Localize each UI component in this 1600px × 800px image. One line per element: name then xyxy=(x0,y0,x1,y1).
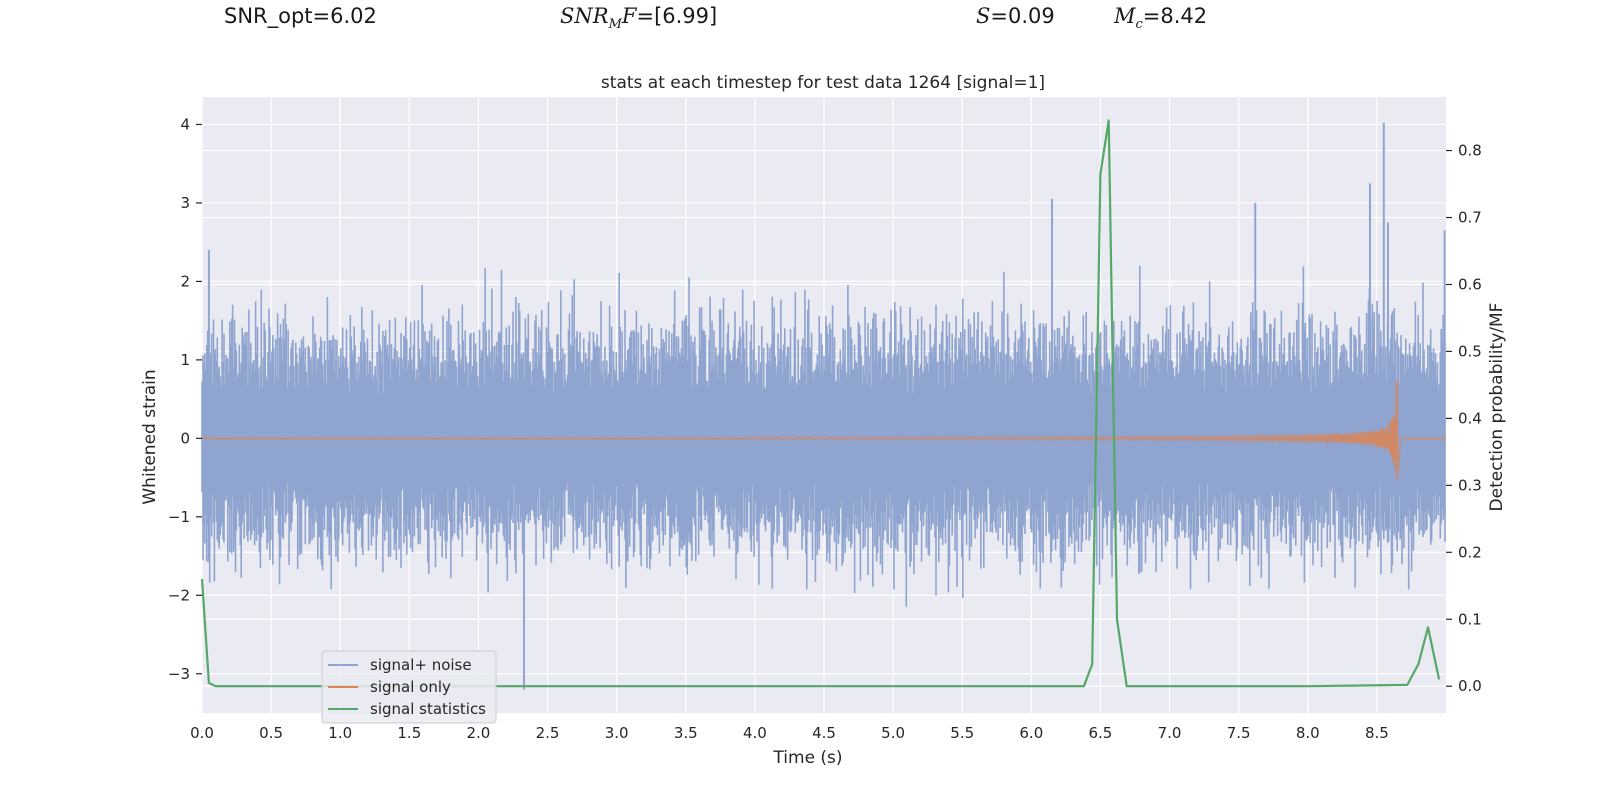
y2-tick-label: 0.5 xyxy=(1458,342,1482,360)
series-signal-only xyxy=(202,380,1446,480)
x-tick-label: 6.5 xyxy=(1089,724,1113,742)
y2-tick-label: 0.6 xyxy=(1458,275,1482,293)
s-symbol: S xyxy=(976,4,991,28)
y-axis-label: Whitened strain xyxy=(140,369,160,504)
snr-mf-symbol2: F xyxy=(621,4,637,28)
y2-axis-label: Detection probability/MF xyxy=(1487,303,1507,512)
legend-label: signal statistics xyxy=(370,700,486,718)
y2-tick-label: 0.4 xyxy=(1458,409,1482,427)
y-tick-label: 3 xyxy=(180,194,190,212)
y-tick-label: −2 xyxy=(168,586,190,604)
series-signal-noise xyxy=(201,122,1446,690)
y-tick-label: 0 xyxy=(180,429,190,447)
x-axis-label: Time (s) xyxy=(772,748,842,768)
snr-mf-value: =[6.99] xyxy=(636,4,718,28)
y2-tick-label: 0.0 xyxy=(1458,677,1482,695)
snr-mf-symbol: SNR xyxy=(560,4,609,28)
x-tick-label: 3.0 xyxy=(605,724,629,742)
y2-tick-label: 0.1 xyxy=(1458,610,1482,628)
y-tick-label: −3 xyxy=(168,665,190,683)
x-tick-label: 5.0 xyxy=(881,724,905,742)
snr-mf-subscript: M xyxy=(608,17,622,33)
x-tick-label: 0.0 xyxy=(190,724,214,742)
y-tick-label: −1 xyxy=(168,508,190,526)
snr-mf-label: SNRMF=[6.99] xyxy=(560,4,717,32)
legend-label: signal+ noise xyxy=(370,656,472,674)
y-tick-label: 2 xyxy=(180,272,190,290)
y2-tick-label: 0.3 xyxy=(1458,476,1482,494)
x-tick-label: 7.5 xyxy=(1227,724,1251,742)
x-tick-label: 5.5 xyxy=(950,724,974,742)
mc-subscript: c xyxy=(1135,17,1143,33)
snr-opt-text: SNR_opt=6.02 xyxy=(224,4,377,28)
y2-tick-label: 0.7 xyxy=(1458,209,1482,227)
signal-only-trace xyxy=(202,380,1446,480)
legend-label: signal only xyxy=(370,678,451,696)
y-tick-label: 1 xyxy=(180,351,190,369)
x-tick-label: 2.0 xyxy=(467,724,491,742)
snr-opt-label: SNR_opt=6.02 xyxy=(224,4,377,28)
x-tick-label: 3.5 xyxy=(674,724,698,742)
chart-title: stats at each timestep for test data 126… xyxy=(601,73,1045,93)
mc-symbol: M xyxy=(1114,4,1136,28)
x-tick-label: 6.0 xyxy=(1019,724,1043,742)
x-tick-label: 1.0 xyxy=(328,724,352,742)
y2-tick-label: 0.2 xyxy=(1458,543,1482,561)
s-stat-label: S=0.09 xyxy=(976,4,1055,28)
y2-tick-label: 0.8 xyxy=(1458,142,1482,160)
x-tick-label: 8.0 xyxy=(1296,724,1320,742)
x-tick-label: 4.5 xyxy=(812,724,836,742)
x-tick-label: 2.5 xyxy=(536,724,560,742)
axes: 0.0 0.5 1.0 1.5 2.0 2.5 3.0 3.5 4.0 4.5 5.0 5.5 6.0 6… xyxy=(168,115,1482,742)
x-tick-label: 4.0 xyxy=(743,724,767,742)
series-signal-statistics xyxy=(200,119,1441,688)
x-tick-label: 7.0 xyxy=(1158,724,1182,742)
x-tick-label: 0.5 xyxy=(259,724,283,742)
legend: signal+ noise signal only signal statistic… xyxy=(321,650,497,724)
signal-statistics-trace xyxy=(200,119,1441,688)
x-tick-label: 1.5 xyxy=(397,724,421,742)
mc-value: =8.42 xyxy=(1142,4,1208,28)
legend-box xyxy=(321,650,497,724)
s-value: =0.09 xyxy=(990,4,1055,28)
x-tick-label: 8.5 xyxy=(1365,724,1389,742)
y-tick-label: 4 xyxy=(180,115,190,133)
chirp-mass-label: Mc=8.42 xyxy=(1114,4,1207,32)
